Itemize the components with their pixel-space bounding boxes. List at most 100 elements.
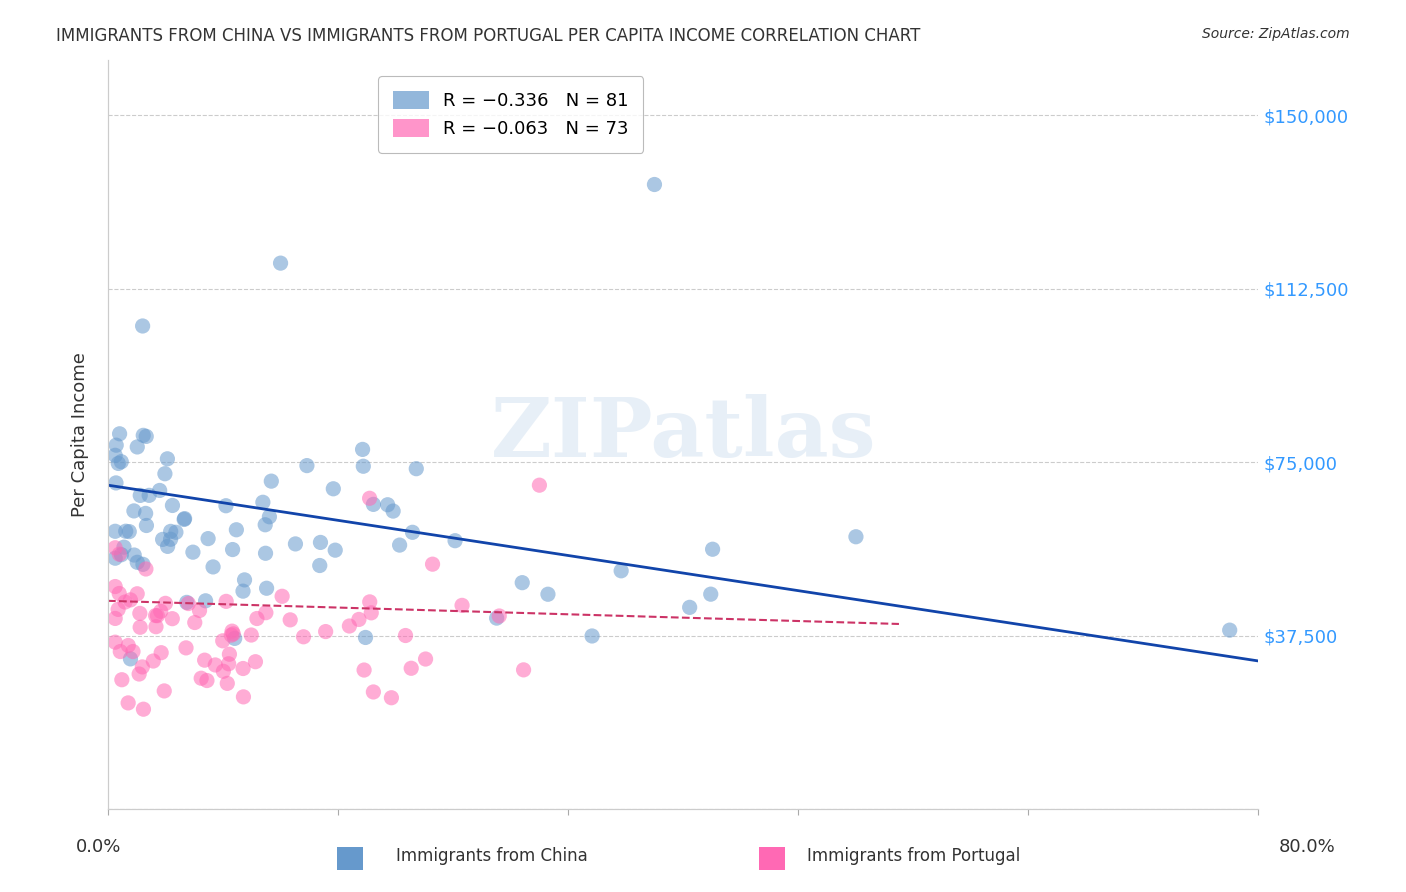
Immigrants from Portugal	[380, 690, 402, 705]
Immigrants from China	[679, 600, 702, 615]
Immigrants from Portugal	[218, 647, 240, 661]
Immigrants from China	[308, 558, 330, 573]
Immigrants from Portugal	[194, 653, 217, 667]
Immigrants from China	[104, 475, 127, 490]
Immigrants from China	[110, 455, 132, 469]
Immigrants from China	[129, 488, 152, 502]
Immigrants from Portugal	[142, 654, 165, 668]
Immigrants from Portugal	[145, 608, 167, 623]
Immigrants from China	[270, 256, 292, 270]
Immigrants from Portugal	[132, 702, 155, 716]
Immigrants from China	[221, 542, 243, 557]
Immigrants from China	[215, 499, 238, 513]
Immigrants from Portugal	[240, 628, 263, 642]
Immigrants from Portugal	[415, 652, 437, 666]
Immigrants from China	[377, 498, 399, 512]
Immigrants from China	[354, 631, 377, 645]
Immigrants from Portugal	[359, 491, 381, 506]
Immigrants from China	[444, 533, 467, 548]
Immigrants from China	[254, 546, 277, 560]
Immigrants from Portugal	[128, 607, 150, 621]
Immigrants from Portugal	[347, 612, 370, 626]
Immigrants from Portugal	[271, 589, 294, 603]
Immigrants from Portugal	[195, 673, 218, 688]
Immigrants from Portugal	[218, 657, 240, 671]
Immigrants from China	[510, 575, 533, 590]
Immigrants from China	[388, 538, 411, 552]
Immigrants from China	[135, 518, 157, 533]
Immigrants from Portugal	[221, 624, 243, 639]
Immigrants from China	[256, 581, 278, 595]
Immigrants from China	[363, 497, 385, 511]
Immigrants from Portugal	[394, 628, 416, 642]
Immigrants from Portugal	[254, 606, 277, 620]
Immigrants from China	[122, 548, 145, 562]
Immigrants from China	[537, 587, 560, 601]
Immigrants from Portugal	[451, 599, 474, 613]
Immigrants from China	[132, 558, 155, 572]
Immigrants from Portugal	[104, 611, 127, 625]
Immigrants from China	[700, 587, 723, 601]
Immigrants from Portugal	[353, 663, 375, 677]
Immigrants from China	[309, 535, 332, 549]
Immigrants from China	[845, 530, 868, 544]
Immigrants from China	[135, 507, 157, 521]
Immigrants from Portugal	[129, 620, 152, 634]
Immigrants from China	[138, 488, 160, 502]
Immigrants from China	[173, 512, 195, 526]
Immigrants from China	[153, 467, 176, 481]
Immigrants from Portugal	[399, 661, 422, 675]
Immigrants from China	[159, 524, 181, 539]
Immigrants from Portugal	[232, 661, 254, 675]
Immigrants from China	[110, 548, 132, 562]
Immigrants from Portugal	[488, 609, 510, 624]
Immigrants from China	[149, 483, 172, 498]
Immigrants from China	[120, 652, 142, 666]
Immigrants from Portugal	[149, 604, 172, 618]
Immigrants from Portugal	[117, 639, 139, 653]
Immigrants from China	[1219, 623, 1241, 637]
Immigrants from Portugal	[217, 676, 239, 690]
Immigrants from Portugal	[145, 620, 167, 634]
Immigrants from China	[104, 551, 127, 566]
Immigrants from Portugal	[111, 673, 134, 687]
Immigrants from Portugal	[107, 602, 129, 616]
Immigrants from Portugal	[212, 665, 235, 679]
Immigrants from China	[322, 482, 344, 496]
Immigrants from Portugal	[127, 587, 149, 601]
Immigrants from China	[118, 524, 141, 539]
Immigrants from China	[284, 537, 307, 551]
Immigrants from Portugal	[135, 562, 157, 576]
Immigrants from Portugal	[211, 633, 233, 648]
Immigrants from China	[581, 629, 603, 643]
Immigrants from China	[135, 429, 157, 443]
Immigrants from China	[259, 509, 281, 524]
Immigrants from Portugal	[104, 541, 127, 555]
Immigrants from China	[173, 511, 195, 525]
Immigrants from Portugal	[278, 613, 301, 627]
Immigrants from Portugal	[221, 628, 243, 642]
Immigrants from Portugal	[153, 684, 176, 698]
Immigrants from Portugal	[188, 603, 211, 617]
Immigrants from China	[352, 442, 374, 457]
Immigrants from Portugal	[150, 646, 173, 660]
Immigrants from China	[225, 523, 247, 537]
Immigrants from China	[295, 458, 318, 473]
Immigrants from China	[104, 448, 127, 462]
Immigrants from China	[152, 533, 174, 547]
Immigrants from Portugal	[174, 640, 197, 655]
Immigrants from Portugal	[359, 595, 381, 609]
Immigrants from China	[194, 594, 217, 608]
Immigrants from China	[202, 560, 225, 574]
Text: Source: ZipAtlas.com: Source: ZipAtlas.com	[1202, 27, 1350, 41]
Text: 0.0%: 0.0%	[76, 838, 121, 856]
Immigrants from Portugal	[108, 547, 131, 561]
Immigrants from Portugal	[315, 624, 337, 639]
Immigrants from China	[122, 504, 145, 518]
Immigrants from Portugal	[215, 594, 238, 608]
Immigrants from China	[401, 525, 423, 540]
Immigrants from Portugal	[246, 611, 269, 625]
Immigrants from China	[165, 525, 187, 540]
Immigrants from Portugal	[363, 685, 385, 699]
Immigrants from Portugal	[232, 690, 254, 704]
